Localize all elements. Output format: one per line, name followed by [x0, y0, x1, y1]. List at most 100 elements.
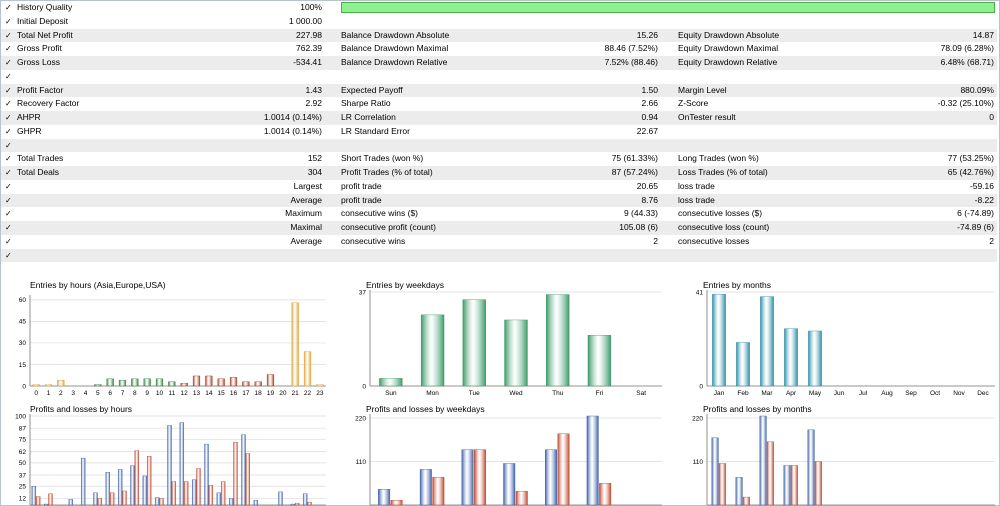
- row-label-3: Long Trades (won %): [678, 153, 759, 164]
- x-tick-label: 10: [156, 390, 164, 397]
- loss-bar: [171, 481, 177, 506]
- row-checkmark[interactable]: ✓: [5, 85, 12, 95]
- profit-bar: [503, 463, 516, 506]
- entries-by-months-chart: Entries by months 0 41 Jan Feb Mar Apr May Jun J…: [696, 280, 999, 402]
- y-tick-label: 0: [699, 383, 703, 390]
- row-checkmark[interactable]: ✓: [5, 58, 12, 67]
- x-tick-label: 6: [108, 390, 112, 397]
- profit-bar: [204, 443, 209, 506]
- row-checkmark[interactable]: ✓: [5, 181, 12, 191]
- entry-bar: [760, 296, 774, 387]
- report-row: ✓: [1, 138, 997, 153]
- row-checkmark[interactable]: ✓: [5, 99, 12, 109]
- row-checkmark[interactable]: ✓: [5, 30, 12, 40]
- x-tick-label: Nov: [953, 390, 965, 397]
- row-checkmark[interactable]: ✓: [5, 195, 12, 205]
- row-value-3: 2: [989, 235, 994, 246]
- loss-bar: [790, 465, 798, 506]
- entry-bar: [44, 384, 53, 387]
- report-row: ✓ Profit Factor 1.43 Expected Payoff 1.50 Mar…: [1, 83, 997, 98]
- profit-bar: [419, 469, 432, 506]
- chart-title: Profits and losses by hours: [30, 404, 133, 414]
- entry-bar: [180, 382, 188, 387]
- loss-bar: [718, 463, 726, 506]
- row-value-2: 7.52% (88.46): [604, 57, 658, 67]
- row-label-1: Recovery Factor: [17, 98, 80, 109]
- row-checkmark[interactable]: ✓: [5, 3, 12, 12]
- entry-bar: [546, 294, 570, 387]
- row-checkmark[interactable]: ✓: [5, 16, 12, 26]
- row-checkmark[interactable]: ✓: [5, 140, 12, 150]
- row-checkmark[interactable]: ✓: [5, 126, 12, 136]
- row-label-1: Total Net Profit: [17, 29, 73, 40]
- report-row: ✓ Average consecutive wins 2 consecutive los…: [1, 235, 997, 249]
- row-value-3: 0: [989, 112, 994, 122]
- row-value-2: 22.67: [636, 125, 658, 136]
- row-value-1: 152: [307, 153, 322, 164]
- profit-bar: [278, 491, 283, 506]
- x-tick-label: 17: [242, 390, 250, 397]
- row-checkmark[interactable]: ✓: [5, 44, 12, 54]
- entry-bar: [291, 302, 299, 387]
- loss-bar: [220, 481, 226, 506]
- x-tick-label: 2: [59, 390, 63, 397]
- row-label-3: Loss Trades (% of total): [678, 167, 768, 177]
- loss-bar: [48, 493, 53, 506]
- entry-bar: [217, 378, 225, 387]
- loss-bar: [134, 450, 140, 506]
- report-row: ✓ Maximum consecutive wins ($) 9 (44.33) con…: [1, 207, 997, 221]
- x-tick-label: Sep: [905, 390, 917, 397]
- report-row: ✓ Recovery Factor 2.92 Sharpe Ratio 2.66 Z-Sc…: [1, 97, 997, 111]
- row-checkmark[interactable]: ✓: [5, 223, 12, 232]
- profit-bar: [105, 472, 111, 506]
- row-label-1: AHPR: [17, 112, 41, 122]
- row-value-1: 1.0014 (0.14%): [263, 125, 322, 136]
- y-tick-label: 110: [356, 459, 367, 466]
- x-tick-label: Feb: [737, 390, 749, 397]
- report-row: ✓ Gross Loss -534.41 Balance Drawdown Relat…: [1, 56, 997, 70]
- entry-bar: [94, 384, 102, 387]
- y-tick-label: 220: [355, 415, 366, 422]
- y-tick-label: 220: [692, 415, 703, 422]
- row-label-1: Total Deals: [17, 167, 60, 177]
- x-tick-label: 14: [205, 390, 213, 397]
- row-label-2: Expected Payoff: [341, 84, 403, 95]
- row-checkmark[interactable]: ✓: [5, 250, 12, 260]
- entry-bar: [379, 378, 403, 387]
- x-tick-label: Wed: [509, 390, 523, 397]
- row-checkmark[interactable]: ✓: [5, 209, 12, 219]
- report-table: ✓ History Quality 100% ✓ Initial Deposit 1…: [1, 1, 997, 263]
- profit-bar: [241, 434, 246, 506]
- row-checkmark[interactable]: ✓: [5, 168, 12, 177]
- report-row: ✓ GHPR 1.0014 (0.14%) LR Standard Error 22.6…: [1, 125, 997, 139]
- loss-bar: [474, 449, 486, 506]
- entry-bar: [784, 328, 798, 387]
- loss-bar: [742, 496, 750, 506]
- entry-bar: [106, 378, 114, 387]
- row-label-1: GHPR: [17, 125, 42, 136]
- loss-bar: [208, 485, 214, 506]
- row-label-1: Total Trades: [17, 153, 64, 164]
- x-tick-label: Apr: [786, 390, 797, 397]
- loss-bar: [307, 501, 312, 506]
- y-tick-label: 25: [19, 484, 27, 491]
- row-value-3: 880.09%: [960, 84, 994, 95]
- profit-bar: [43, 503, 49, 506]
- row-label-3: Equity Drawdown Relative: [678, 57, 778, 67]
- history-quality-label: History Quality: [17, 2, 73, 12]
- row-value-1: 304: [307, 167, 322, 177]
- x-tick-label: Thu: [552, 390, 564, 397]
- entry-bar: [192, 375, 201, 387]
- row-checkmark[interactable]: ✓: [5, 154, 12, 164]
- row-label-2: consecutive profit (count): [341, 222, 436, 232]
- row-label-3: Equity Drawdown Maximal: [678, 43, 779, 54]
- row-checkmark[interactable]: ✓: [5, 236, 12, 246]
- x-tick-label: 1: [47, 390, 51, 397]
- row-value-3: 14.87: [972, 29, 994, 40]
- loss-bar: [122, 490, 127, 506]
- row-value-2: 1.50: [641, 84, 658, 95]
- entry-bar: [504, 319, 528, 387]
- row-checkmark[interactable]: ✓: [5, 113, 12, 122]
- row-value-3: -8.22: [974, 194, 994, 205]
- row-checkmark[interactable]: ✓: [5, 71, 12, 81]
